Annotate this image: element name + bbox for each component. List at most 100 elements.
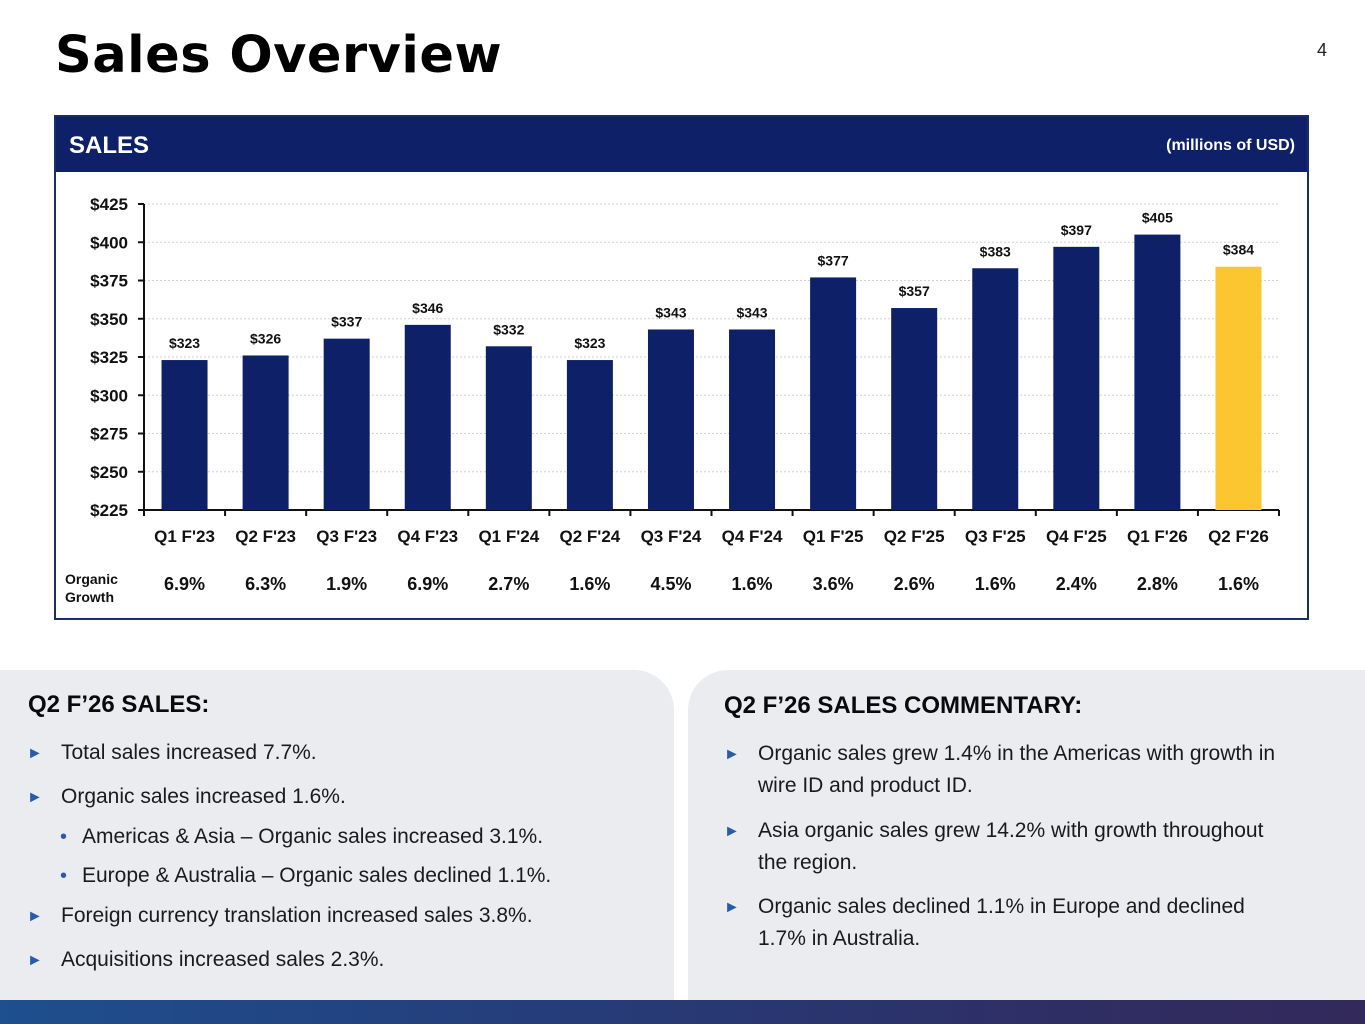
organic-growth-value: 2.8% <box>1137 574 1178 594</box>
organic-growth-value: 6.3% <box>245 574 286 594</box>
chart-units: (millions of USD) <box>1166 137 1295 154</box>
data-label: $383 <box>980 243 1011 259</box>
y-tick-label: $350 <box>90 310 128 329</box>
bullet-text: Americas & Asia – Organic sales increase… <box>82 825 544 848</box>
x-tick-label: Q4 F'23 <box>397 527 458 546</box>
list-item: ► Organic sales increased 1.6%. <box>27 781 346 813</box>
y-tick-label: $425 <box>90 195 128 214</box>
list-item: • Americas & Asia – Organic sales increa… <box>60 821 543 853</box>
organic-growth-value: 2.7% <box>488 574 529 594</box>
bullet-text: Asia organic sales grew 14.2% with growt… <box>758 819 1264 842</box>
list-item: ► Asia organic sales grew 14.2% with gro… <box>724 815 1263 879</box>
data-label: $384 <box>1223 242 1254 258</box>
data-label: $323 <box>169 335 200 351</box>
x-tick-label: Q3 F'23 <box>316 527 377 546</box>
y-tick-label: $400 <box>90 233 128 252</box>
bar <box>729 329 776 510</box>
data-label: $326 <box>250 330 281 346</box>
data-label: $377 <box>818 252 849 268</box>
x-tick-label: Q2 F'26 <box>1208 527 1269 546</box>
x-tick-label: Q1 F'26 <box>1127 527 1188 546</box>
x-tick-label: Q4 F'25 <box>1046 527 1107 546</box>
data-label: $346 <box>412 300 443 316</box>
bar <box>242 355 289 510</box>
y-tick-label: $300 <box>90 386 128 405</box>
x-tick-label: Q4 F'24 <box>722 527 783 546</box>
arrow-bullet-icon: ► <box>27 745 43 762</box>
bullet-text: Organic sales grew 1.4% in the Americas … <box>758 742 1276 765</box>
sales-commentary-panel: Q2 F’26 SALES COMMENTARY: ► Organic sale… <box>688 670 1365 1000</box>
y-tick-label: $325 <box>90 348 128 367</box>
arrow-bullet-icon: ► <box>27 789 43 806</box>
data-label: $332 <box>493 321 524 337</box>
data-label: $405 <box>1142 210 1173 226</box>
data-label: $343 <box>655 304 686 320</box>
bullet-text: Organic sales declined 1.1% in Europe an… <box>758 895 1245 918</box>
y-tick-label: $275 <box>90 425 128 444</box>
bar <box>891 308 938 510</box>
organic-growth-value: 6.9% <box>407 574 448 594</box>
bullet-text: wire ID and product ID. <box>758 774 973 797</box>
sales-bar-chart: $225 $250 $275 $300 $325 $350 $375 $400 $425 $323… <box>65 195 1280 605</box>
bar <box>810 277 857 510</box>
x-tick-label: Q1 F'25 <box>803 527 864 546</box>
list-item: ► Organic sales declined 1.1% in Europe … <box>724 891 1245 955</box>
bar <box>1134 234 1181 510</box>
organic-growth-value: 2.6% <box>894 574 935 594</box>
x-tick-label: Q1 F'23 <box>154 527 215 546</box>
x-tick-label: Q2 F'23 <box>235 527 296 546</box>
bar <box>566 360 613 510</box>
list-item: ► Foreign currency translation increased… <box>27 900 533 932</box>
bar <box>485 346 532 510</box>
sales-commentary-heading: Q2 F’26 SALES COMMENTARY: <box>724 692 1083 719</box>
organic-growth-value: 1.6% <box>569 574 610 594</box>
organic-growth-label: Growth <box>65 589 114 605</box>
bar <box>972 268 1019 510</box>
organic-growth-value: 1.6% <box>1218 574 1259 594</box>
x-tick-label: Q3 F'25 <box>965 527 1026 546</box>
footer-bar <box>0 1000 1365 1024</box>
bullet-text: 1.7% in Australia. <box>758 927 921 950</box>
page-number: 4 <box>1316 40 1327 60</box>
arrow-bullet-icon: ► <box>27 908 43 925</box>
bullet-text: Foreign currency translation increased s… <box>61 904 533 927</box>
y-tick-label: $250 <box>90 463 128 482</box>
bar <box>1053 246 1100 510</box>
q2-sales-panel: Q2 F’26 SALES: ► Total sales increased 7… <box>0 670 674 1000</box>
x-tick-label: Q1 F'24 <box>478 527 539 546</box>
organic-growth-value: 1.6% <box>975 574 1016 594</box>
bullet-text: Europe & Australia – Organic sales decli… <box>82 864 552 887</box>
page-title: Sales Overview <box>55 26 503 85</box>
organic-growth-label: Organic <box>65 571 118 587</box>
organic-growth-value: 3.6% <box>813 574 854 594</box>
arrow-bullet-icon: ► <box>27 952 43 969</box>
list-item: ► Acquisitions increased sales 2.3%. <box>27 944 384 976</box>
bar <box>161 360 208 510</box>
y-tick-label: $225 <box>90 501 128 520</box>
organic-growth-value: 6.9% <box>164 574 205 594</box>
y-tick-label: $375 <box>90 272 128 291</box>
arrow-bullet-icon: ► <box>724 746 740 763</box>
bullet-text: the region. <box>758 851 858 874</box>
x-tick-label: Q2 F'24 <box>560 527 621 546</box>
list-item: ► Organic sales grew 1.4% in the America… <box>724 738 1275 802</box>
bar <box>404 324 451 510</box>
list-item: • Europe & Australia – Organic sales dec… <box>60 860 551 892</box>
data-label: $323 <box>574 335 605 351</box>
bullet-text: Organic sales increased 1.6%. <box>61 785 346 808</box>
bar <box>1215 266 1262 510</box>
arrow-bullet-icon: ► <box>724 899 740 916</box>
bar <box>323 338 370 510</box>
chart-header: SALES (millions of USD) <box>56 117 1307 172</box>
data-label: $397 <box>1061 222 1092 238</box>
organic-growth-value: 1.9% <box>326 574 367 594</box>
bullet-text: Acquisitions increased sales 2.3%. <box>61 948 385 971</box>
sales-chart-panel: SALES (millions of USD) $225 $250 $275 $300… <box>54 115 1309 620</box>
chart-title: SALES <box>69 132 150 159</box>
organic-growth-value: 2.4% <box>1056 574 1097 594</box>
list-item: ► Total sales increased 7.7%. <box>27 737 317 769</box>
bar <box>647 329 694 510</box>
data-label: $343 <box>736 304 767 320</box>
organic-growth-value: 4.5% <box>650 574 691 594</box>
organic-growth-value: 1.6% <box>732 574 773 594</box>
